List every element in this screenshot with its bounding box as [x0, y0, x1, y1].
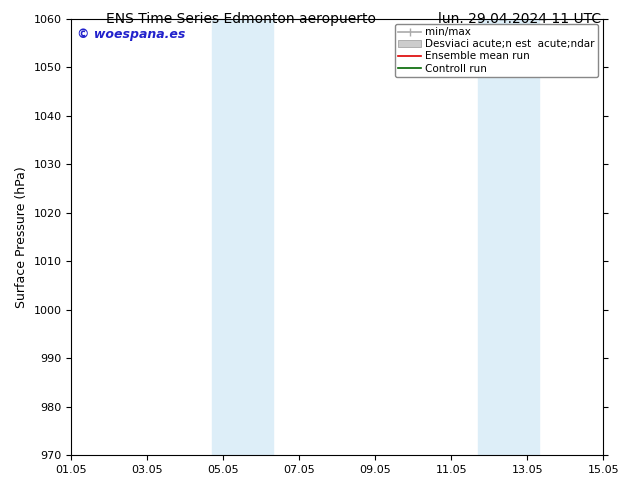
Y-axis label: Surface Pressure (hPa): Surface Pressure (hPa) — [15, 166, 28, 308]
Text: © woespana.es: © woespana.es — [77, 28, 185, 41]
Bar — [478, 19, 539, 455]
Text: lun. 29.04.2024 11 UTC: lun. 29.04.2024 11 UTC — [438, 12, 602, 26]
Text: ENS Time Series Edmonton aeropuerto: ENS Time Series Edmonton aeropuerto — [106, 12, 376, 26]
Legend: min/max, Desviaci acute;n est  acute;ndar, Ensemble mean run, Controll run: min/max, Desviaci acute;n est acute;ndar… — [395, 24, 598, 77]
Bar — [212, 19, 273, 455]
